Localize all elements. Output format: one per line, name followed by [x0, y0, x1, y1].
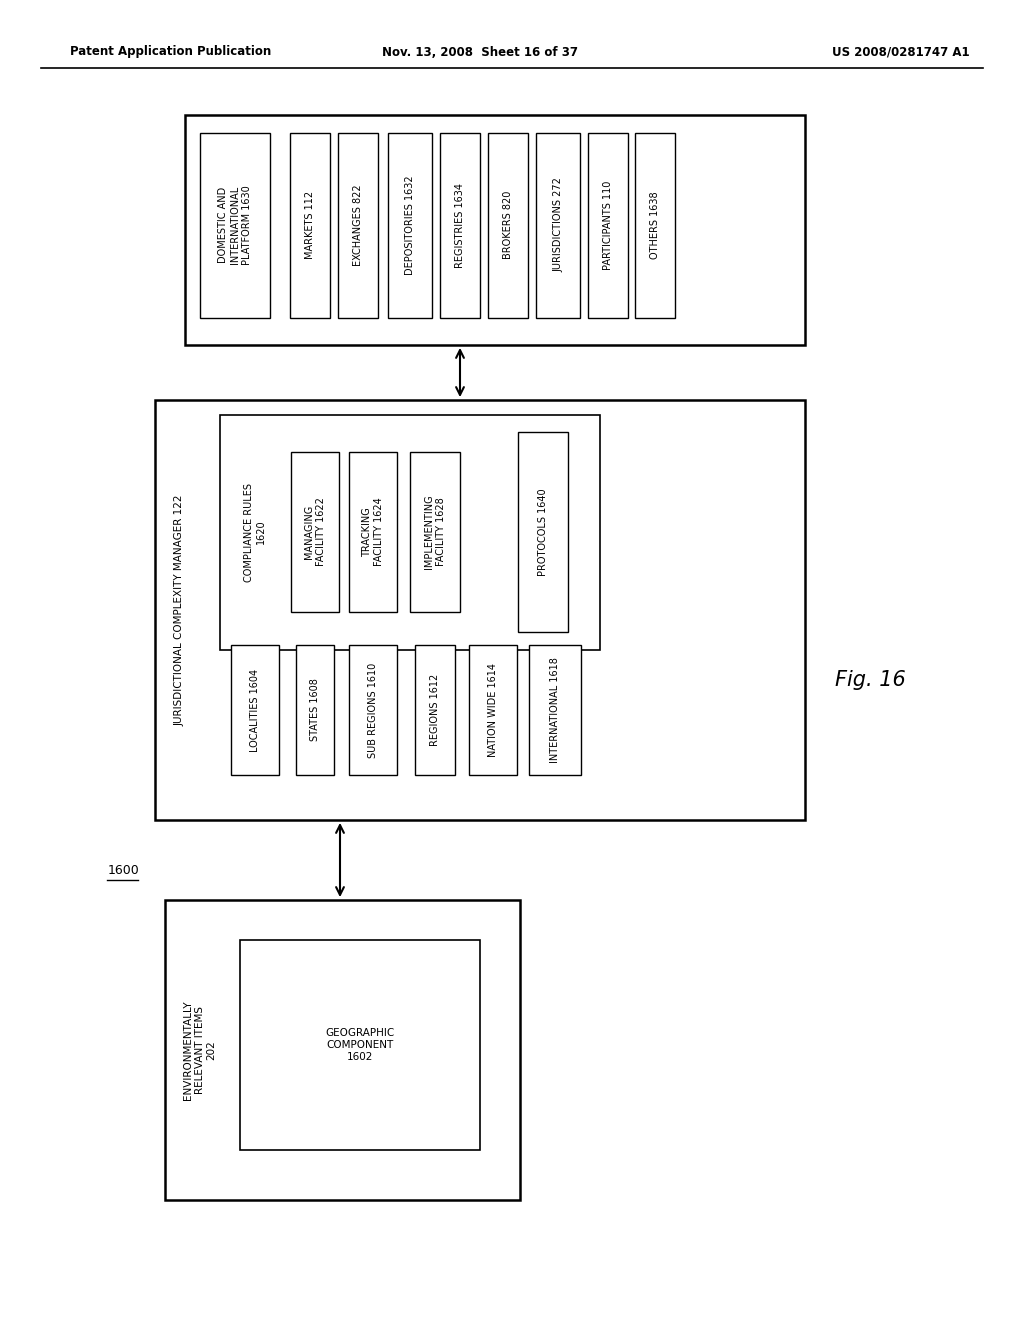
Bar: [220, 414, 600, 649]
Text: Patent Application Publication: Patent Application Publication: [70, 45, 271, 58]
Text: PARTICIPANTS 110: PARTICIPANTS 110: [603, 181, 613, 269]
Text: NATION WIDE 1614: NATION WIDE 1614: [488, 663, 498, 756]
Text: LOCALITIES 1604: LOCALITIES 1604: [250, 668, 260, 751]
Bar: [290, 132, 330, 318]
Bar: [469, 645, 517, 775]
Text: PROTOCOLS 1640: PROTOCOLS 1640: [538, 488, 548, 576]
Text: ENVIRONMENTALLY
RELEVANT ITEMS
202: ENVIRONMENTALLY RELEVANT ITEMS 202: [183, 1001, 217, 1100]
Text: US 2008/0281747 A1: US 2008/0281747 A1: [833, 45, 970, 58]
Bar: [165, 900, 520, 1200]
Text: COMPLIANCE RULES
1620: COMPLIANCE RULES 1620: [244, 483, 266, 582]
Bar: [536, 132, 580, 318]
Bar: [440, 132, 480, 318]
Bar: [410, 451, 460, 612]
Text: TRACKING
FACILITY 1624: TRACKING FACILITY 1624: [362, 498, 384, 566]
Text: SUB REGIONS 1610: SUB REGIONS 1610: [368, 663, 378, 758]
Bar: [200, 132, 270, 318]
Bar: [529, 645, 581, 775]
Bar: [231, 645, 279, 775]
Bar: [415, 645, 455, 775]
Bar: [240, 940, 480, 1150]
Text: REGIONS 1612: REGIONS 1612: [430, 675, 440, 746]
Text: 1600: 1600: [108, 863, 139, 876]
Bar: [388, 132, 432, 318]
Text: Fig. 16: Fig. 16: [835, 671, 905, 690]
Text: INTERNATIONAL 1618: INTERNATIONAL 1618: [550, 657, 560, 763]
Bar: [488, 132, 528, 318]
Bar: [588, 132, 628, 318]
Bar: [635, 132, 675, 318]
Text: DOMESTIC AND
INTERNATIONAL
PLATFORM 1630: DOMESTIC AND INTERNATIONAL PLATFORM 1630: [218, 185, 252, 265]
Bar: [349, 451, 397, 612]
Text: MANAGING
FACILITY 1622: MANAGING FACILITY 1622: [304, 498, 326, 566]
Bar: [185, 115, 805, 345]
Text: EXCHANGES 822: EXCHANGES 822: [353, 185, 362, 265]
Text: IMPLEMENTING
FACILITY 1628: IMPLEMENTING FACILITY 1628: [424, 495, 445, 569]
Bar: [349, 645, 397, 775]
Text: JURISDICTIONS 272: JURISDICTIONS 272: [553, 178, 563, 272]
Bar: [518, 432, 568, 632]
Text: DEPOSITORIES 1632: DEPOSITORIES 1632: [406, 176, 415, 275]
Text: OTHERS 1638: OTHERS 1638: [650, 191, 660, 259]
Bar: [296, 645, 334, 775]
Text: BROKERS 820: BROKERS 820: [503, 191, 513, 259]
Text: STATES 1608: STATES 1608: [310, 678, 319, 742]
Text: Nov. 13, 2008  Sheet 16 of 37: Nov. 13, 2008 Sheet 16 of 37: [382, 45, 578, 58]
Text: REGISTRIES 1634: REGISTRIES 1634: [455, 182, 465, 268]
Text: MARKETS 112: MARKETS 112: [305, 191, 315, 259]
Text: GEOGRAPHIC
COMPONENT
1602: GEOGRAPHIC COMPONENT 1602: [326, 1028, 394, 1061]
Bar: [155, 400, 805, 820]
Bar: [338, 132, 378, 318]
Text: JURISDICTIONAL COMPLEXITY MANAGER 122: JURISDICTIONAL COMPLEXITY MANAGER 122: [175, 494, 185, 726]
Bar: [291, 451, 339, 612]
